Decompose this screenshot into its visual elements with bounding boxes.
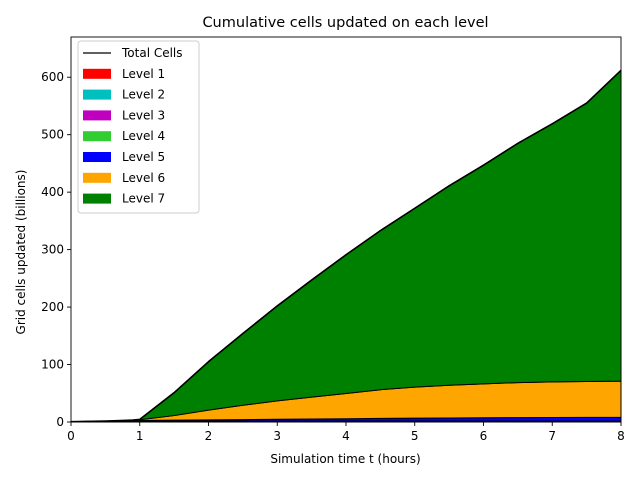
chart-title: Cumulative cells updated on each level xyxy=(202,15,488,31)
legend-label: Level 2 xyxy=(122,88,165,102)
x-tick-label: 1 xyxy=(136,429,144,443)
legend-label: Level 3 xyxy=(122,108,165,122)
y-tick-label: 200 xyxy=(41,300,64,314)
legend-swatch xyxy=(83,68,111,79)
legend-swatch xyxy=(83,193,111,204)
y-tick-label: 500 xyxy=(41,128,64,142)
legend: Total Cells Level 1 Level 2 Level 3 Level 4 L… xyxy=(77,40,200,214)
legend-swatch xyxy=(83,110,111,121)
legend-label: Total Cells xyxy=(121,46,183,60)
y-tick-label: 100 xyxy=(41,358,64,372)
legend-box xyxy=(77,40,200,214)
legend-label: Level 1 xyxy=(122,67,165,81)
total-cells-line xyxy=(70,69,622,423)
x-tick-label: 0 xyxy=(67,429,75,443)
x-tick-label: 2 xyxy=(205,429,213,443)
y-tick-label: 300 xyxy=(41,243,64,257)
x-tick-label: 8 xyxy=(617,429,625,443)
x-tick-label: 7 xyxy=(548,429,556,443)
legend-label: Level 5 xyxy=(122,150,165,164)
x-tick-label: 6 xyxy=(480,429,488,443)
x-tick-label: 5 xyxy=(411,429,419,443)
legend-swatch xyxy=(83,89,111,100)
legend-swatch xyxy=(83,172,111,183)
legend-swatch xyxy=(83,131,111,142)
legend-label: Level 7 xyxy=(122,192,165,206)
y-axis-label: Grid cells updated (billions) xyxy=(14,170,28,335)
plot-area: 0 1 2 3 4 5 6 7 8 0 100 200 300 400 500 600 xyxy=(41,36,625,443)
legend-label: Level 4 xyxy=(122,129,165,143)
legend-swatch xyxy=(83,152,111,162)
y-tick-label: 600 xyxy=(41,70,64,84)
x-axis-label: Simulation time t (hours) xyxy=(270,452,420,466)
legend-label: Level 6 xyxy=(122,171,165,185)
x-tick-label: 3 xyxy=(273,429,281,443)
y-tick-label: 400 xyxy=(41,185,64,199)
x-tick-label: 4 xyxy=(342,429,350,443)
y-tick-label: 0 xyxy=(56,415,64,429)
